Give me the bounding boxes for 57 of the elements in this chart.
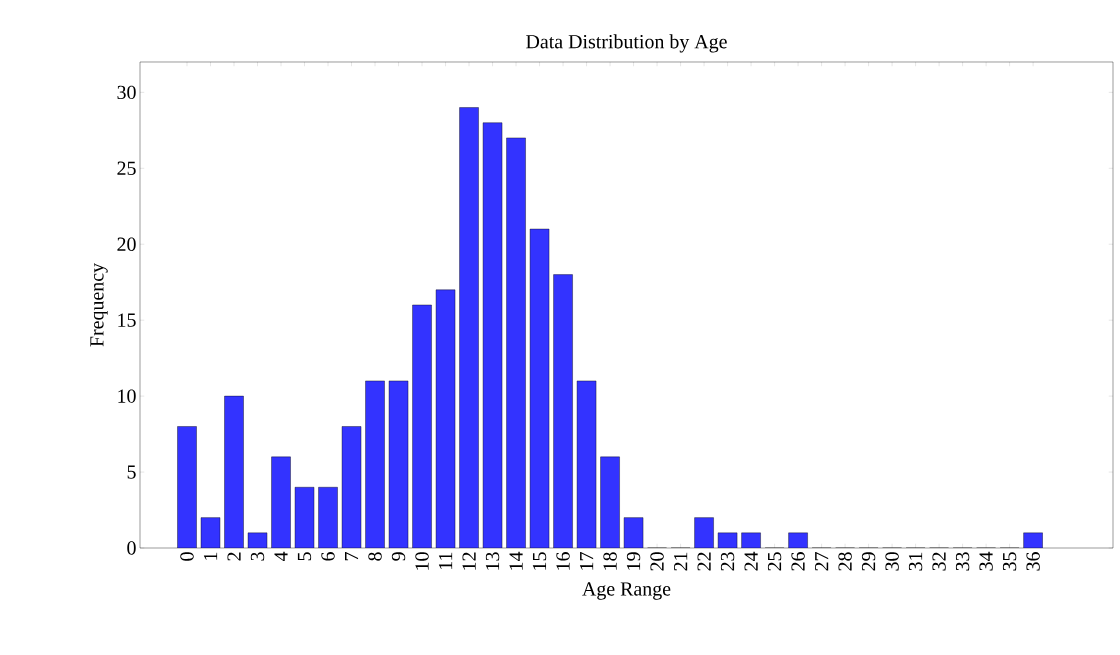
- x-tick-label: 34: [979, 551, 993, 571]
- bar: [553, 274, 573, 548]
- x-tick-label: 22: [697, 552, 711, 571]
- x-tick-label: 17: [579, 552, 594, 570]
- bar: [365, 380, 385, 548]
- x-tick-label: 30: [885, 552, 899, 571]
- x-tick-label: 9: [391, 552, 406, 561]
- x-tick-label: 28: [838, 552, 852, 571]
- y-tick-label: 5: [127, 465, 136, 479]
- x-tick-label: 32: [932, 552, 946, 571]
- y-axis-title: Frequency: [90, 263, 108, 347]
- x-tick-label: 19: [626, 552, 641, 570]
- x-tick-label: 15: [532, 552, 547, 570]
- x-tick-label: 35: [1002, 552, 1017, 571]
- x-tick-label: 12: [462, 552, 476, 570]
- bar: [318, 487, 338, 548]
- x-tick-label: 21: [673, 552, 688, 571]
- bar: [459, 107, 479, 548]
- x-tick-label: 24: [744, 551, 758, 571]
- x-tick-label: 20: [650, 552, 664, 571]
- x-tick-label: 1: [203, 552, 218, 560]
- x-tick-label: 6: [321, 552, 335, 561]
- y-tick-label: 30: [117, 85, 136, 100]
- y-tick-label: 25: [117, 161, 136, 175]
- x-tick-label: 14: [509, 551, 523, 570]
- bar: [177, 426, 197, 548]
- x-tick-label: 0: [180, 552, 194, 561]
- x-tick-label: 5: [297, 552, 312, 561]
- x-axis-title: Age Range: [582, 582, 671, 600]
- x-tick-label: 13: [485, 552, 500, 570]
- x-tick-label: 16: [556, 552, 570, 570]
- x-tick-label: 27: [814, 552, 829, 571]
- bar: [271, 456, 291, 548]
- x-tick-label: 33: [955, 552, 970, 571]
- x-tick-label: 7: [345, 552, 359, 561]
- y-tick-label: 10: [118, 389, 136, 403]
- bar: [224, 396, 244, 548]
- x-tick-label: 10: [415, 552, 429, 570]
- x-tick-label: 25: [767, 552, 782, 571]
- chart-title: Data Distribution by Age: [526, 34, 727, 53]
- x-tick-label: 11: [438, 552, 453, 569]
- bar: [600, 456, 620, 548]
- x-tick-label: 36: [1026, 552, 1040, 571]
- x-tick-label: 26: [791, 552, 805, 571]
- y-tick-label: 15: [118, 313, 136, 327]
- x-tick-label: 18: [603, 552, 617, 570]
- x-tick-label: 23: [720, 552, 735, 571]
- x-tick-label: 31: [908, 552, 923, 571]
- bar: [694, 517, 714, 548]
- x-tick-label: 2: [227, 552, 241, 561]
- x-tick-label: 3: [250, 552, 265, 561]
- bar: [412, 305, 432, 548]
- x-tick-label: 8: [368, 552, 382, 561]
- bar: [506, 137, 526, 548]
- x-tick-label: 4: [274, 551, 288, 562]
- x-tick-label: 29: [861, 552, 876, 571]
- y-tick-label: 20: [117, 237, 136, 251]
